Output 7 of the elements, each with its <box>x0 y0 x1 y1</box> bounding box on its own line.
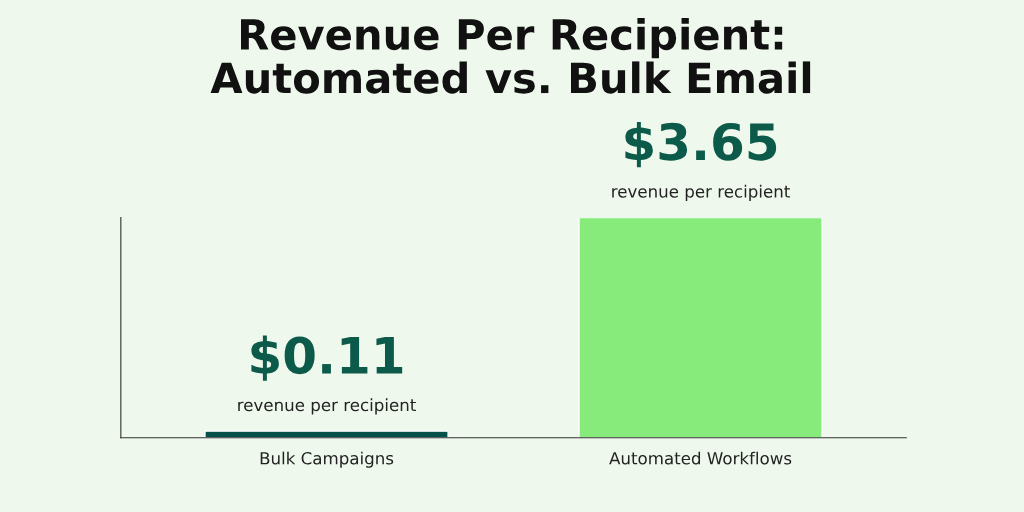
annotation: revenue per recipient <box>612 184 790 201</box>
data-label: $3.65 <box>625 121 777 168</box>
data-label: $0.11 <box>251 335 403 381</box>
chart-title: Revenue Per Recipient: Automated vs. Bulk Email <box>210 17 811 94</box>
x-tick-label: Automated Workflows <box>609 451 792 465</box>
x-tick-label: Bulk Campaigns <box>260 451 394 468</box>
annotation: revenue per recipient <box>238 398 416 415</box>
